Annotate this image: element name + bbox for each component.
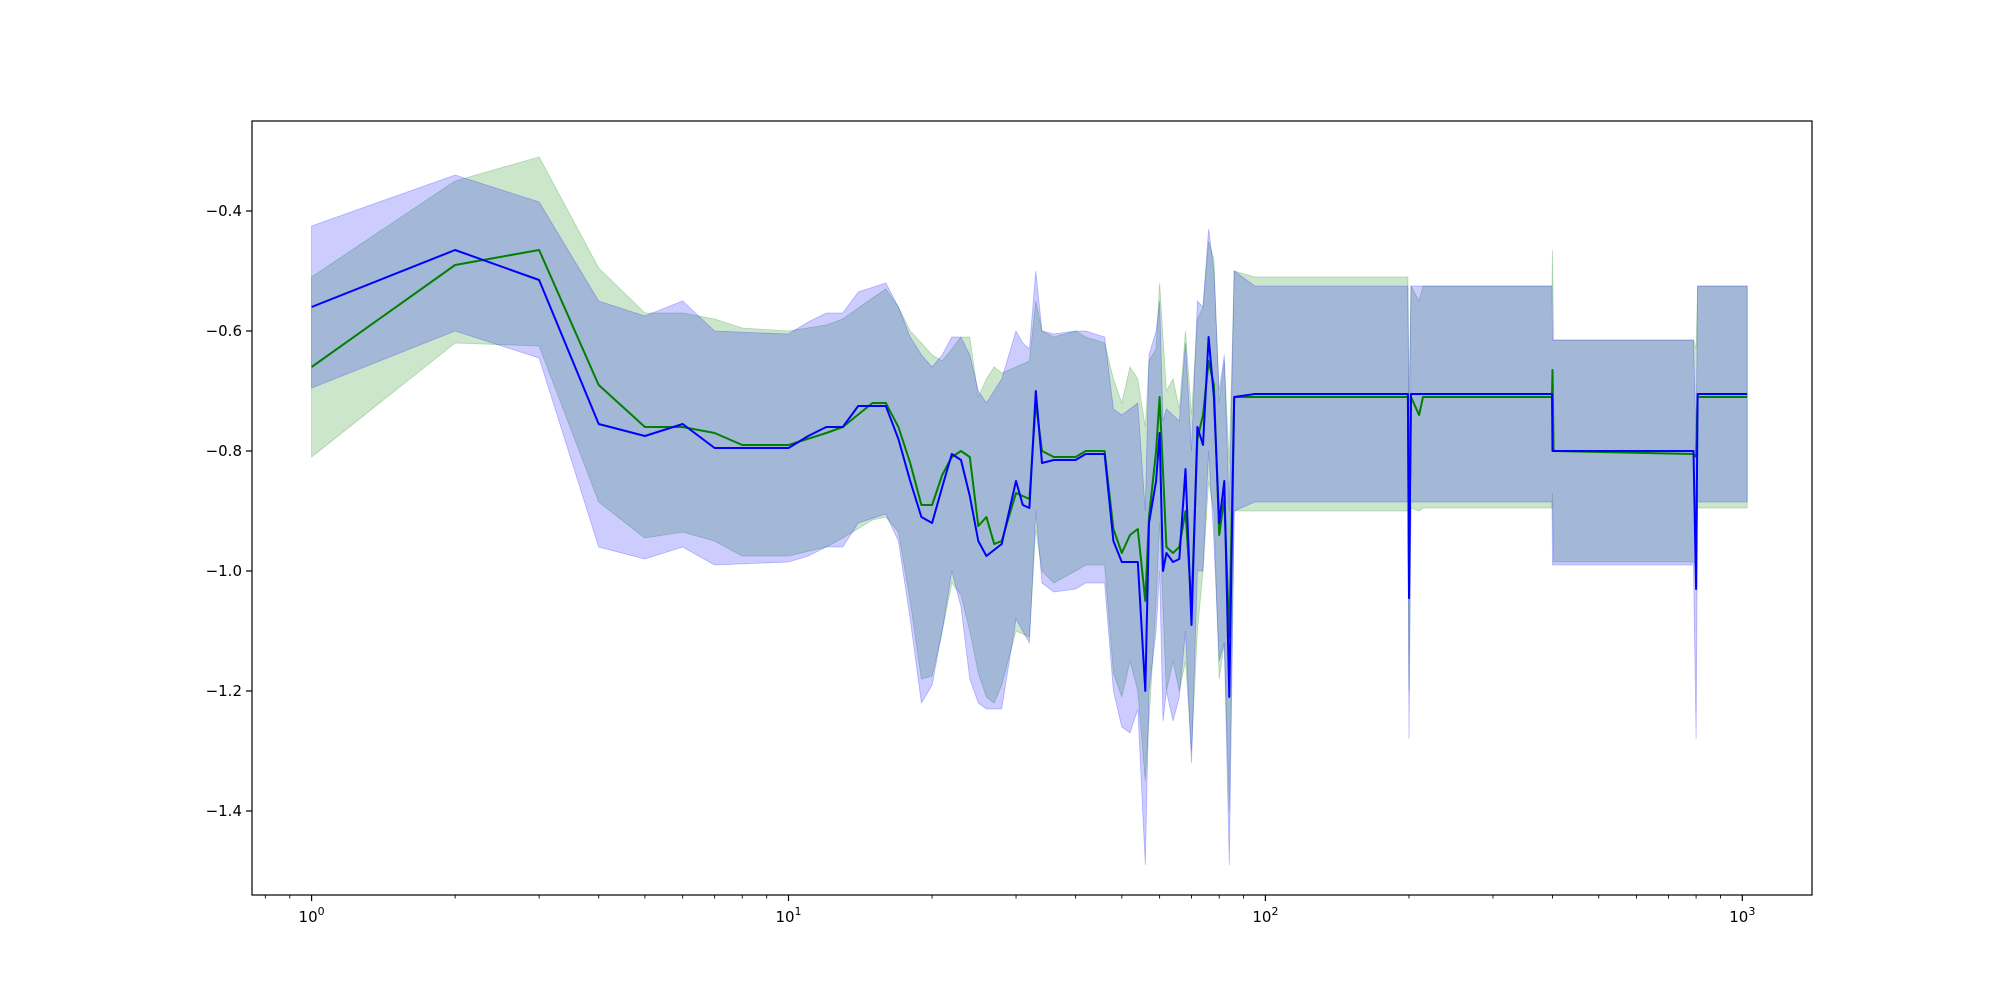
x-tick-label: 100	[299, 905, 325, 926]
series-1-band	[311, 174, 1748, 866]
y-tick-label: −1.0	[206, 562, 242, 580]
x-tick-exponent: 2	[1271, 905, 1278, 918]
y-tick-label: −1.2	[206, 682, 242, 700]
y-tick-label: −1.4	[206, 802, 242, 820]
y-tick-label: −0.4	[206, 202, 242, 220]
plot-frame	[251, 120, 1813, 896]
x-tick-base: 10	[1729, 908, 1748, 926]
x-tick-label: 103	[1729, 905, 1755, 926]
x-tick-exponent: 1	[795, 905, 802, 918]
x-tick-label: 101	[775, 905, 801, 926]
x-tick-exponent: 3	[1748, 905, 1755, 918]
x-tick-label: 102	[1252, 905, 1278, 926]
x-tick-base: 10	[1252, 908, 1271, 926]
y-tick-label: −0.6	[206, 322, 242, 340]
series-1-line	[311, 249, 1748, 698]
x-tick-base: 10	[775, 908, 794, 926]
y-tick-label: −0.8	[206, 442, 242, 460]
plot-area	[311, 156, 1748, 866]
x-tick-exponent: 0	[318, 905, 325, 918]
x-tick-base: 10	[299, 908, 318, 926]
